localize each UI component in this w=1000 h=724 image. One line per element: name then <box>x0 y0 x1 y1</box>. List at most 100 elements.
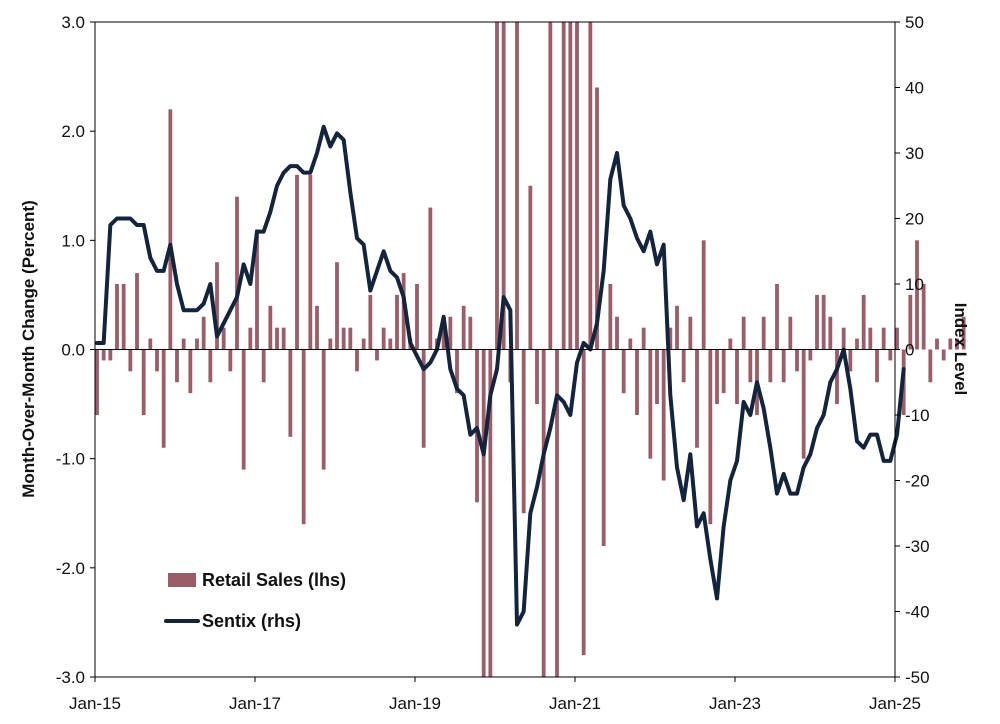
retail-sales-bar <box>168 109 173 350</box>
retail-sales-bar <box>95 349 99 415</box>
right-tick-label: -30 <box>905 537 930 556</box>
retail-sales-bar <box>101 349 106 361</box>
retail-sales-bar <box>775 284 779 350</box>
x-tick-label: Jan-19 <box>389 694 441 713</box>
retail-sales-bar <box>481 349 486 677</box>
retail-sales-bar <box>808 349 813 361</box>
retail-sales-bar <box>281 327 286 350</box>
retail-sales-bar <box>875 349 879 383</box>
retail-sales-bar <box>415 284 419 350</box>
retail-sales-bar <box>908 294 913 350</box>
retail-sales-bar <box>828 316 833 350</box>
retail-sales-bar <box>341 327 346 350</box>
retail-sales-bar <box>835 349 839 405</box>
retail-sales-bar <box>668 327 673 350</box>
left-tick-label: -1.0 <box>56 450 85 469</box>
retail-sales-bar <box>428 207 433 350</box>
retail-sales-bar <box>581 349 586 656</box>
retail-sales-bar <box>321 349 326 470</box>
retail-sales-bar <box>701 240 706 350</box>
right-axis-title: Index Level <box>951 303 970 396</box>
retail-sales-bar <box>161 349 166 448</box>
retail-sales-bar <box>348 327 353 350</box>
x-tick-label: Jan-15 <box>69 694 121 713</box>
retail-sales-bar <box>595 87 599 350</box>
retail-sales-bar <box>488 349 493 677</box>
retail-sales-bar <box>921 284 926 350</box>
left-tick-label: 0.0 <box>61 341 85 360</box>
retail-sales-bar <box>868 327 873 350</box>
retail-sales-bar <box>215 262 219 350</box>
right-tick-label: -20 <box>905 472 930 491</box>
retail-sales-bar <box>375 349 379 361</box>
right-tick-label: 50 <box>905 13 924 32</box>
right-tick-label: -10 <box>905 406 930 425</box>
retail-sales-bar <box>128 349 133 372</box>
retail-sales-bar <box>541 349 546 677</box>
labels-layer: 3.0 2.0 1.0 0.0 -1.0 -2.0 -3.0 50 40 30 20 10 0 -10 -2… <box>56 13 930 713</box>
retail-sales-bar <box>235 196 239 350</box>
left-tick-label: 3.0 <box>61 13 85 32</box>
retail-sales-bar <box>615 316 619 350</box>
left-axis-title: Month-Over-Month Change (Percent) <box>19 200 38 498</box>
retail-sales-bar <box>461 305 466 350</box>
retail-sales-bar <box>241 349 246 470</box>
left-tick-label: 2.0 <box>61 122 85 141</box>
retail-sales-bar <box>655 349 659 405</box>
retail-sales-bar <box>768 349 773 383</box>
retail-sales-bar <box>708 349 713 525</box>
retail-sales-bar <box>221 327 226 350</box>
x-tick-label: Jan-17 <box>229 694 281 713</box>
retail-sales-bar <box>475 349 479 503</box>
right-tick-label: -50 <box>905 668 930 687</box>
retail-sales-bar <box>948 338 953 350</box>
retail-sales-bar <box>155 349 159 372</box>
retail-sales-bar <box>895 327 899 350</box>
retail-sales-bar <box>841 327 846 350</box>
retail-sales-bar <box>681 349 686 383</box>
sentix-line-layer <box>95 124 906 627</box>
retail-sales-bar <box>848 349 853 372</box>
left-tick-label: -3.0 <box>56 668 85 687</box>
retail-sales-bar <box>761 316 766 350</box>
retail-sales-bar <box>261 349 266 383</box>
retail-sales-bar <box>601 349 606 546</box>
retail-sales-bar <box>335 262 339 350</box>
right-tick-label: 20 <box>905 210 924 229</box>
retail-sales-legend-swatch <box>168 573 196 587</box>
retail-sales-bar <box>695 349 699 448</box>
right-tick-label: 0 <box>905 341 914 360</box>
retail-sales-bar <box>368 294 373 350</box>
retail-sales-bar <box>421 349 426 448</box>
retail-sales-bar <box>388 338 393 350</box>
x-tick-label: Jan-23 <box>709 694 761 713</box>
retail-sales-bar <box>115 284 119 350</box>
retail-sales-bar <box>675 305 679 350</box>
retail-sales-bar <box>641 327 646 350</box>
retail-sales-bar <box>328 338 333 350</box>
retail-sales-bar <box>795 349 799 372</box>
retail-sales-bar <box>521 349 526 514</box>
retail-sales-bar <box>955 338 959 350</box>
retail-sales-bar <box>441 327 446 350</box>
retail-sales-bar <box>608 284 613 350</box>
retail-sales-bar <box>188 349 193 394</box>
retail-sales-bar <box>961 316 966 350</box>
retail-sales-bar <box>728 338 733 350</box>
retail-sales-bar <box>288 349 293 437</box>
retail-sales-bar <box>495 22 499 350</box>
retail-sales-bar <box>308 174 313 350</box>
retail-sales-bar <box>208 349 213 383</box>
retail-sales-bar <box>915 240 919 350</box>
retail-sales-bar <box>455 349 459 394</box>
x-tick-label: Jan-21 <box>549 694 601 713</box>
retail-sales-bars <box>95 22 966 677</box>
retail-sales-bar <box>121 284 126 350</box>
retail-sales-bar <box>181 338 186 350</box>
retail-sales-bar <box>301 349 306 525</box>
retail-sales-bar <box>661 349 666 481</box>
axes-layer <box>90 21 900 682</box>
retail-sales-bar <box>588 22 593 350</box>
